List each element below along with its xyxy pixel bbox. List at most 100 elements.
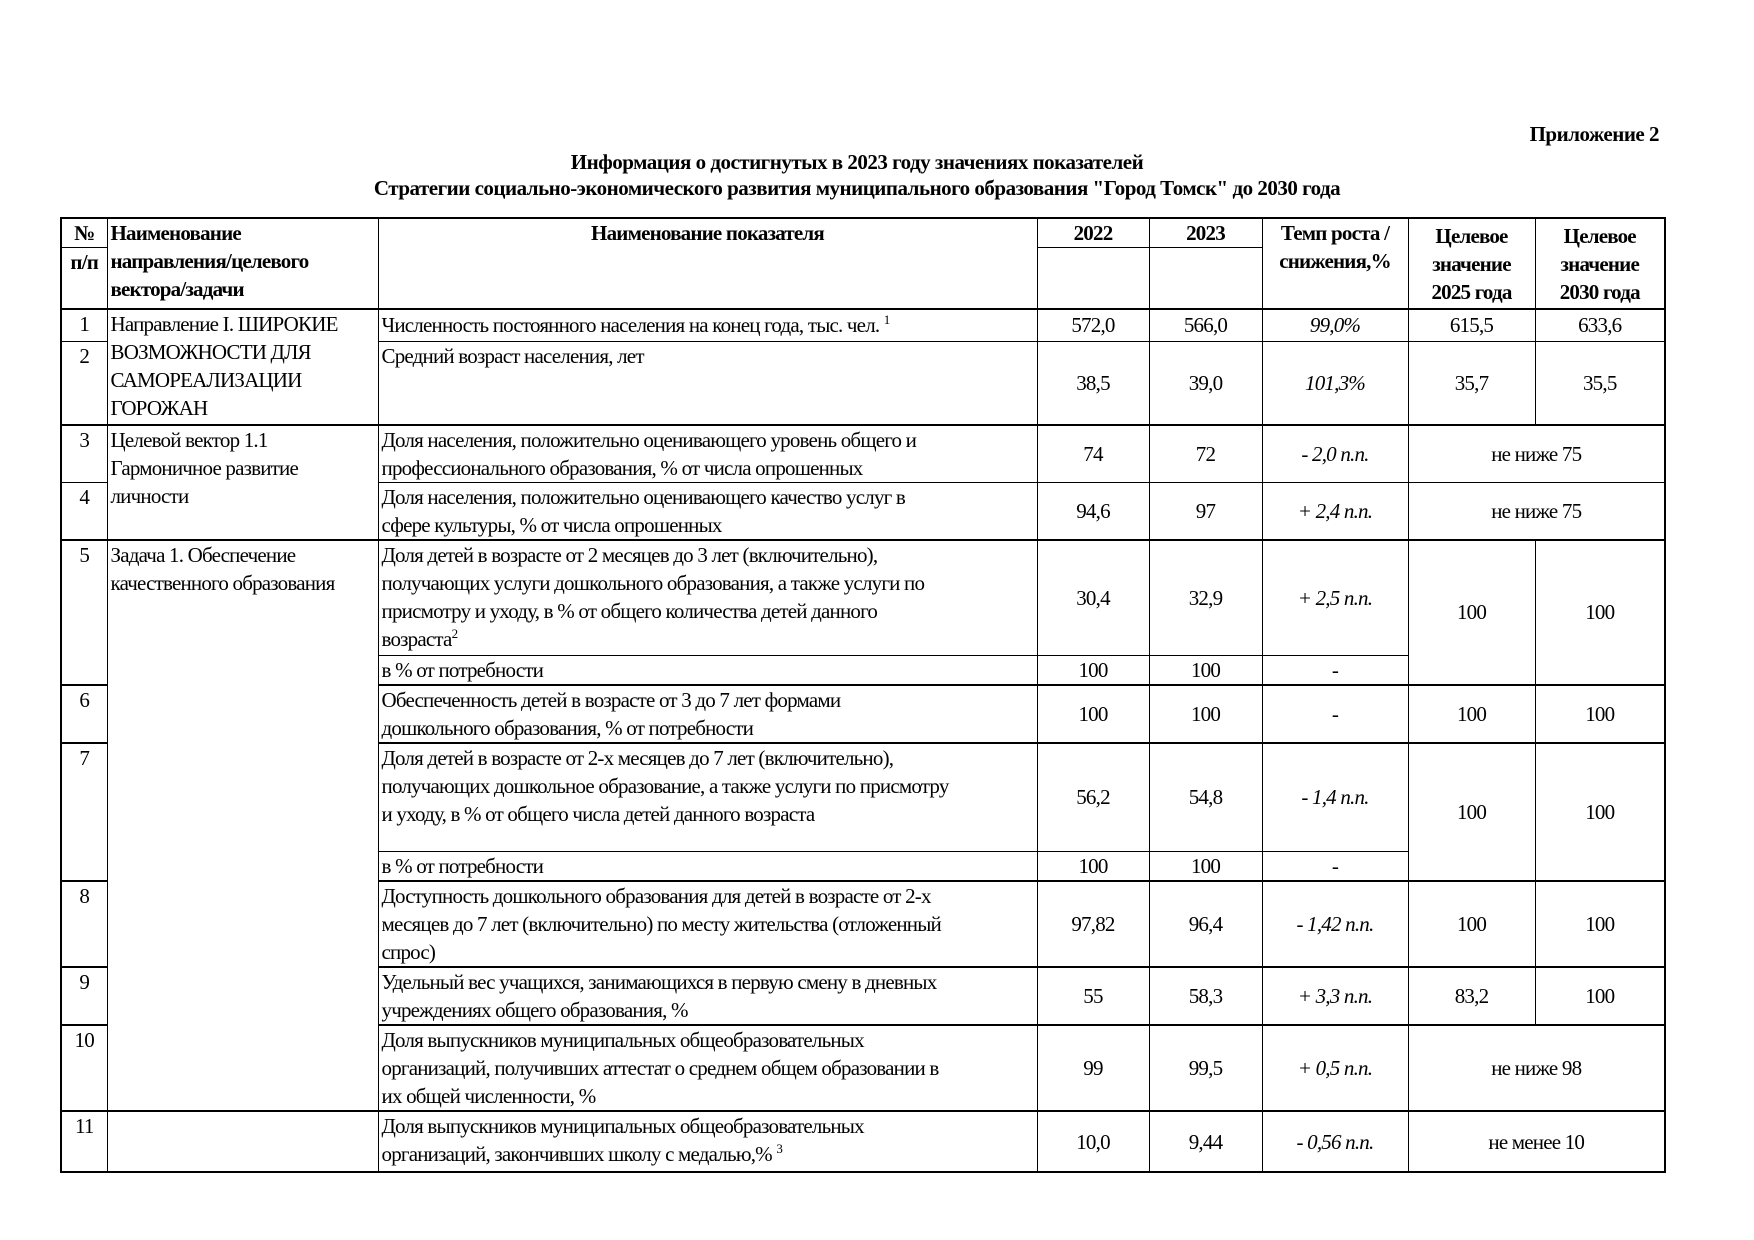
row-indicator: в % от потребности bbox=[377, 851, 1038, 882]
group-vector-1-1: Целевой вектор 1.1 Гармоничное развитие … bbox=[106, 423, 379, 541]
target-2030: 100 bbox=[1534, 683, 1666, 743]
header-2023: 2023 bbox=[1148, 217, 1263, 248]
row-num: 5 bbox=[60, 539, 108, 685]
table-row: 4 Доля населения, положительно оценивающ… bbox=[60, 482, 1666, 541]
target-2025: 100 bbox=[1407, 880, 1536, 968]
header-2022-empty bbox=[1036, 247, 1150, 309]
value-2022: 99 bbox=[1036, 1024, 1150, 1112]
value-2022: 100 bbox=[1036, 654, 1150, 685]
value-2022: 30,4 bbox=[1036, 539, 1150, 656]
target-combined: не ниже 75 bbox=[1407, 482, 1666, 541]
row-num: 1 bbox=[60, 307, 108, 342]
table-row: 11 Доля выпускников муниципальных общеоб… bbox=[60, 1110, 1666, 1173]
value-2023: 96,4 bbox=[1148, 880, 1263, 968]
value-rate: - bbox=[1261, 683, 1409, 743]
row-indicator: Численность постоянного населения на кон… bbox=[377, 307, 1038, 342]
row-num: 4 bbox=[60, 482, 108, 541]
target-2025: 100 bbox=[1407, 741, 1536, 882]
value-2023: 72 bbox=[1148, 423, 1263, 483]
target-combined: не ниже 98 bbox=[1407, 1024, 1666, 1112]
row-indicator: Обеспеченность детей в возрасте от 3 до … bbox=[377, 683, 1038, 743]
header-num-pp: п/п bbox=[60, 247, 108, 309]
value-rate: - bbox=[1261, 654, 1409, 685]
value-2022: 38,5 bbox=[1036, 341, 1150, 425]
group-empty bbox=[106, 1110, 379, 1173]
indicator-text: Доля детей в возрасте от 2 месяцев до 3 … bbox=[381, 543, 925, 651]
value-2022: 100 bbox=[1036, 851, 1150, 882]
target-2025: 100 bbox=[1407, 683, 1536, 743]
value-2023: 566,0 bbox=[1148, 307, 1263, 342]
value-2023: 32,9 bbox=[1148, 539, 1263, 656]
target-combined: не менее 10 bbox=[1407, 1110, 1666, 1173]
value-2023: 100 bbox=[1148, 851, 1263, 882]
appendix-label: Приложение 2 bbox=[1529, 122, 1660, 146]
footnote-mark: 2 bbox=[451, 626, 458, 641]
target-2030: 633,6 bbox=[1534, 307, 1666, 342]
table-subrow: в % от потребности 100 100 - bbox=[61, 851, 1665, 882]
row-num: 3 bbox=[60, 423, 108, 483]
row-num: 8 bbox=[60, 880, 108, 968]
header-2022: 2022 bbox=[1036, 217, 1150, 248]
value-rate: + 3,3 п.п. bbox=[1261, 966, 1409, 1026]
value-rate: + 2,5 п.п. bbox=[1261, 539, 1409, 656]
header-target-2030: Целевое значение 2030 года bbox=[1534, 217, 1666, 309]
table-row: 7 Доля детей в возрасте от 2-х месяцев д… bbox=[60, 741, 1666, 882]
row-num: 7 bbox=[60, 741, 108, 882]
value-2023: 54,8 bbox=[1148, 741, 1263, 852]
row-num: 2 bbox=[60, 341, 108, 425]
value-2023: 97 bbox=[1148, 482, 1263, 541]
target-2025: 35,7 bbox=[1407, 341, 1536, 425]
document-subtitle: Стратегии социально-экономического разви… bbox=[373, 176, 1341, 200]
value-2022: 572,0 bbox=[1036, 307, 1150, 342]
row-num: 11 bbox=[60, 1110, 108, 1173]
value-rate: + 0,5 п.п. bbox=[1261, 1024, 1409, 1112]
value-rate: - bbox=[1261, 851, 1409, 882]
value-rate: - 2,0 п.п. bbox=[1261, 423, 1409, 483]
value-2023: 39,0 bbox=[1148, 341, 1263, 425]
table-row: 1 Направление I. ШИРОКИЕ ВОЗМОЖНОСТИ ДЛЯ… bbox=[60, 307, 1666, 425]
table-row: 2 Средний возраст населения, лет 38,5 39… bbox=[60, 341, 1666, 425]
indicator-text: Численность постоянного населения на кон… bbox=[381, 313, 881, 338]
row-indicator: Доля выпускников муниципальных общеобраз… bbox=[377, 1024, 1038, 1112]
header-rate: Темп роста / снижения,% bbox=[1261, 217, 1409, 309]
table-row: 3 Целевой вектор 1.1 Гармоничное развити… bbox=[60, 423, 1666, 541]
value-2022: 97,82 bbox=[1036, 880, 1150, 968]
table-subrow: в % от потребности 100 100 - bbox=[61, 654, 1665, 685]
row-indicator: Средний возраст населения, лет bbox=[377, 341, 1038, 425]
value-2023: 100 bbox=[1148, 654, 1263, 685]
row-indicator: Доля населения, положительно оценивающег… bbox=[377, 482, 1038, 541]
group-task-1: Задача 1. Обеспечение качественного обра… bbox=[106, 539, 379, 1112]
header-row: № Наименование направления/целевого вект… bbox=[60, 217, 1666, 309]
target-2030: 100 bbox=[1534, 880, 1666, 968]
group-direction-1: Направление I. ШИРОКИЕ ВОЗМОЖНОСТИ ДЛЯ С… bbox=[106, 307, 379, 425]
value-rate: + 2,4 п.п. bbox=[1261, 482, 1409, 541]
value-2022: 10,0 bbox=[1036, 1110, 1150, 1173]
target-combined: не ниже 75 bbox=[1407, 423, 1666, 483]
header-num: № bbox=[60, 217, 108, 248]
value-2023: 9,44 bbox=[1148, 1110, 1263, 1173]
value-2023: 99,5 bbox=[1148, 1024, 1263, 1112]
row-num: 10 bbox=[60, 1024, 108, 1112]
header-direction: Наименование направления/целевого вектор… bbox=[106, 217, 379, 309]
header-target-2025: Целевое значение 2025 года bbox=[1407, 217, 1536, 309]
target-2030: 35,5 bbox=[1534, 341, 1666, 425]
row-indicator: Доля детей в возрасте от 2-х месяцев до … bbox=[377, 741, 1038, 852]
target-2025: 83,2 bbox=[1407, 966, 1536, 1026]
table-row: 9 Удельный вес учащихся, занимающихся в … bbox=[60, 966, 1666, 1026]
row-indicator: в % от потребности bbox=[377, 654, 1038, 685]
value-2022: 56,2 bbox=[1036, 741, 1150, 852]
value-rate: - 1,42 п.п. bbox=[1261, 880, 1409, 968]
indicators-table: № Наименование направления/целевого вект… bbox=[60, 217, 1666, 1173]
row-num: 6 bbox=[60, 683, 108, 743]
table-row: 6 Обеспеченность детей в возрасте от 3 д… bbox=[60, 683, 1666, 743]
value-2022: 55 bbox=[1036, 966, 1150, 1026]
target-2030: 100 bbox=[1534, 966, 1666, 1026]
row-indicator: Доля детей в возрасте от 2 месяцев до 3 … bbox=[377, 539, 1038, 656]
value-2022: 74 bbox=[1036, 423, 1150, 483]
value-2022: 100 bbox=[1036, 683, 1150, 743]
table-row: 5 Задача 1. Обеспечение качественного об… bbox=[60, 539, 1666, 1112]
indicator-text: Доля выпускников муниципальных общеобраз… bbox=[381, 1114, 865, 1166]
value-2022: 94,6 bbox=[1036, 482, 1150, 541]
footnote-mark: 1 bbox=[883, 312, 890, 328]
value-rate: 101,3% bbox=[1261, 341, 1409, 425]
